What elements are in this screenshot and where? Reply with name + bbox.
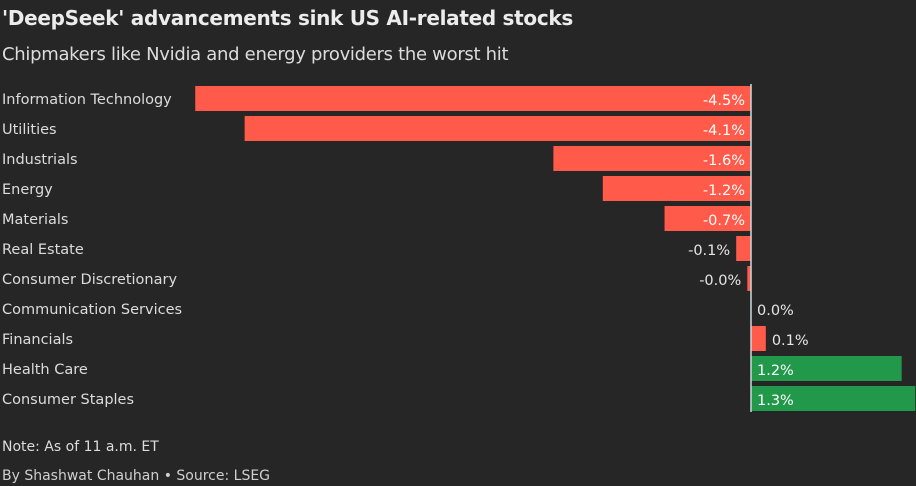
bar (553, 146, 751, 171)
bar-chart: Information Technology -4.5% Utilities -4.1… (2, 84, 916, 412)
data-label: -4.5% (703, 93, 745, 109)
data-label: -0.0% (699, 273, 741, 289)
bar (602, 176, 751, 201)
chart-note: Note: As of 11 a.m. ET (2, 439, 159, 455)
category-label: Health Care (2, 362, 88, 378)
bar (736, 236, 751, 261)
category-label: Energy (2, 182, 53, 198)
category-label: Consumer Discretionary (2, 272, 177, 288)
bar (244, 116, 751, 141)
category-label: Industrials (2, 152, 78, 168)
bar (195, 86, 751, 111)
category-label: Materials (2, 212, 68, 228)
chart-source: By Shashwat Chauhan • Source: LSEG (2, 468, 271, 484)
chart-subtitle: Chipmakers like Nvidia and energy provid… (2, 44, 509, 65)
category-label: Utilities (2, 122, 57, 138)
category-label: Financials (2, 332, 73, 348)
bar (747, 266, 751, 291)
data-label: 1.2% (757, 363, 794, 379)
data-label: -1.6% (703, 153, 745, 169)
chart-title: 'DeepSeek' advancements sink US AI-relat… (2, 6, 574, 30)
bar (751, 356, 902, 381)
data-label: -0.7% (703, 213, 745, 229)
data-label: 0.0% (757, 303, 794, 319)
category-label: Information Technology (2, 92, 172, 108)
category-label: Consumer Staples (2, 392, 134, 408)
bar (751, 326, 766, 351)
category-label: Communication Services (2, 302, 182, 318)
category-label: Real Estate (2, 242, 84, 258)
bar (751, 386, 916, 411)
data-label: -0.1% (688, 243, 730, 259)
data-label: 1.3% (757, 393, 794, 409)
data-label: 0.1% (772, 333, 809, 349)
data-label: -4.1% (703, 123, 745, 139)
bar (664, 206, 751, 231)
data-label: -1.2% (703, 183, 745, 199)
